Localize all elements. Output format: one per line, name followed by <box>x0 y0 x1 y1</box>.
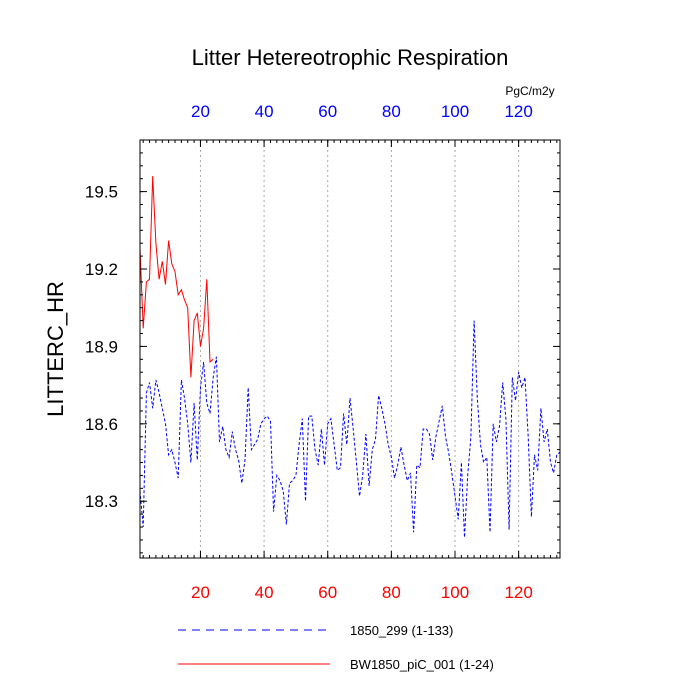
legend-label-0: 1850_299 (1-133) <box>350 623 453 638</box>
series-line-0 <box>139 320 561 538</box>
x-tick-label-3: 80 <box>382 583 401 602</box>
x2-tick-label-3: 80 <box>382 102 401 121</box>
x2-tick-label-2: 60 <box>318 102 337 121</box>
series-line-1 <box>139 176 214 378</box>
x2-tick-label-5: 120 <box>504 102 532 121</box>
plot-frame <box>139 139 561 559</box>
y-tick-label-0: 18.3 <box>85 492 118 511</box>
x2-tick-label-1: 40 <box>255 102 274 121</box>
chart-title: Litter Hetereotrophic Respiration <box>192 45 509 70</box>
x-tick-label-1: 40 <box>255 583 274 602</box>
x-tick-label-0: 20 <box>191 583 210 602</box>
top-axis-unit: PgC/m2y <box>505 84 554 98</box>
axes: 20 20 40 40 60 60 80 80 100 100 120 120 18.3 18.6 18.9… <box>85 102 560 602</box>
x2-tick-label-0: 20 <box>191 102 210 121</box>
y-tick-label-3: 19.2 <box>85 260 118 279</box>
y-tick-label-4: 19.5 <box>85 183 118 202</box>
legend-label-1: BW1850_piC_001 (1-24) <box>350 657 494 672</box>
y-tick-label-1: 18.6 <box>85 415 118 434</box>
plot-area <box>139 176 561 538</box>
x2-tick-label-4: 100 <box>441 102 469 121</box>
x-tick-label-4: 100 <box>441 583 469 602</box>
legend: 1850_299 (1-133) BW1850_piC_001 (1-24) <box>178 623 494 672</box>
x-tick-label-5: 120 <box>504 583 532 602</box>
y-tick-label-2: 18.9 <box>85 337 118 356</box>
x-tick-label-2: 60 <box>318 583 337 602</box>
y-axis-label: LITTERC_HR <box>43 281 68 417</box>
